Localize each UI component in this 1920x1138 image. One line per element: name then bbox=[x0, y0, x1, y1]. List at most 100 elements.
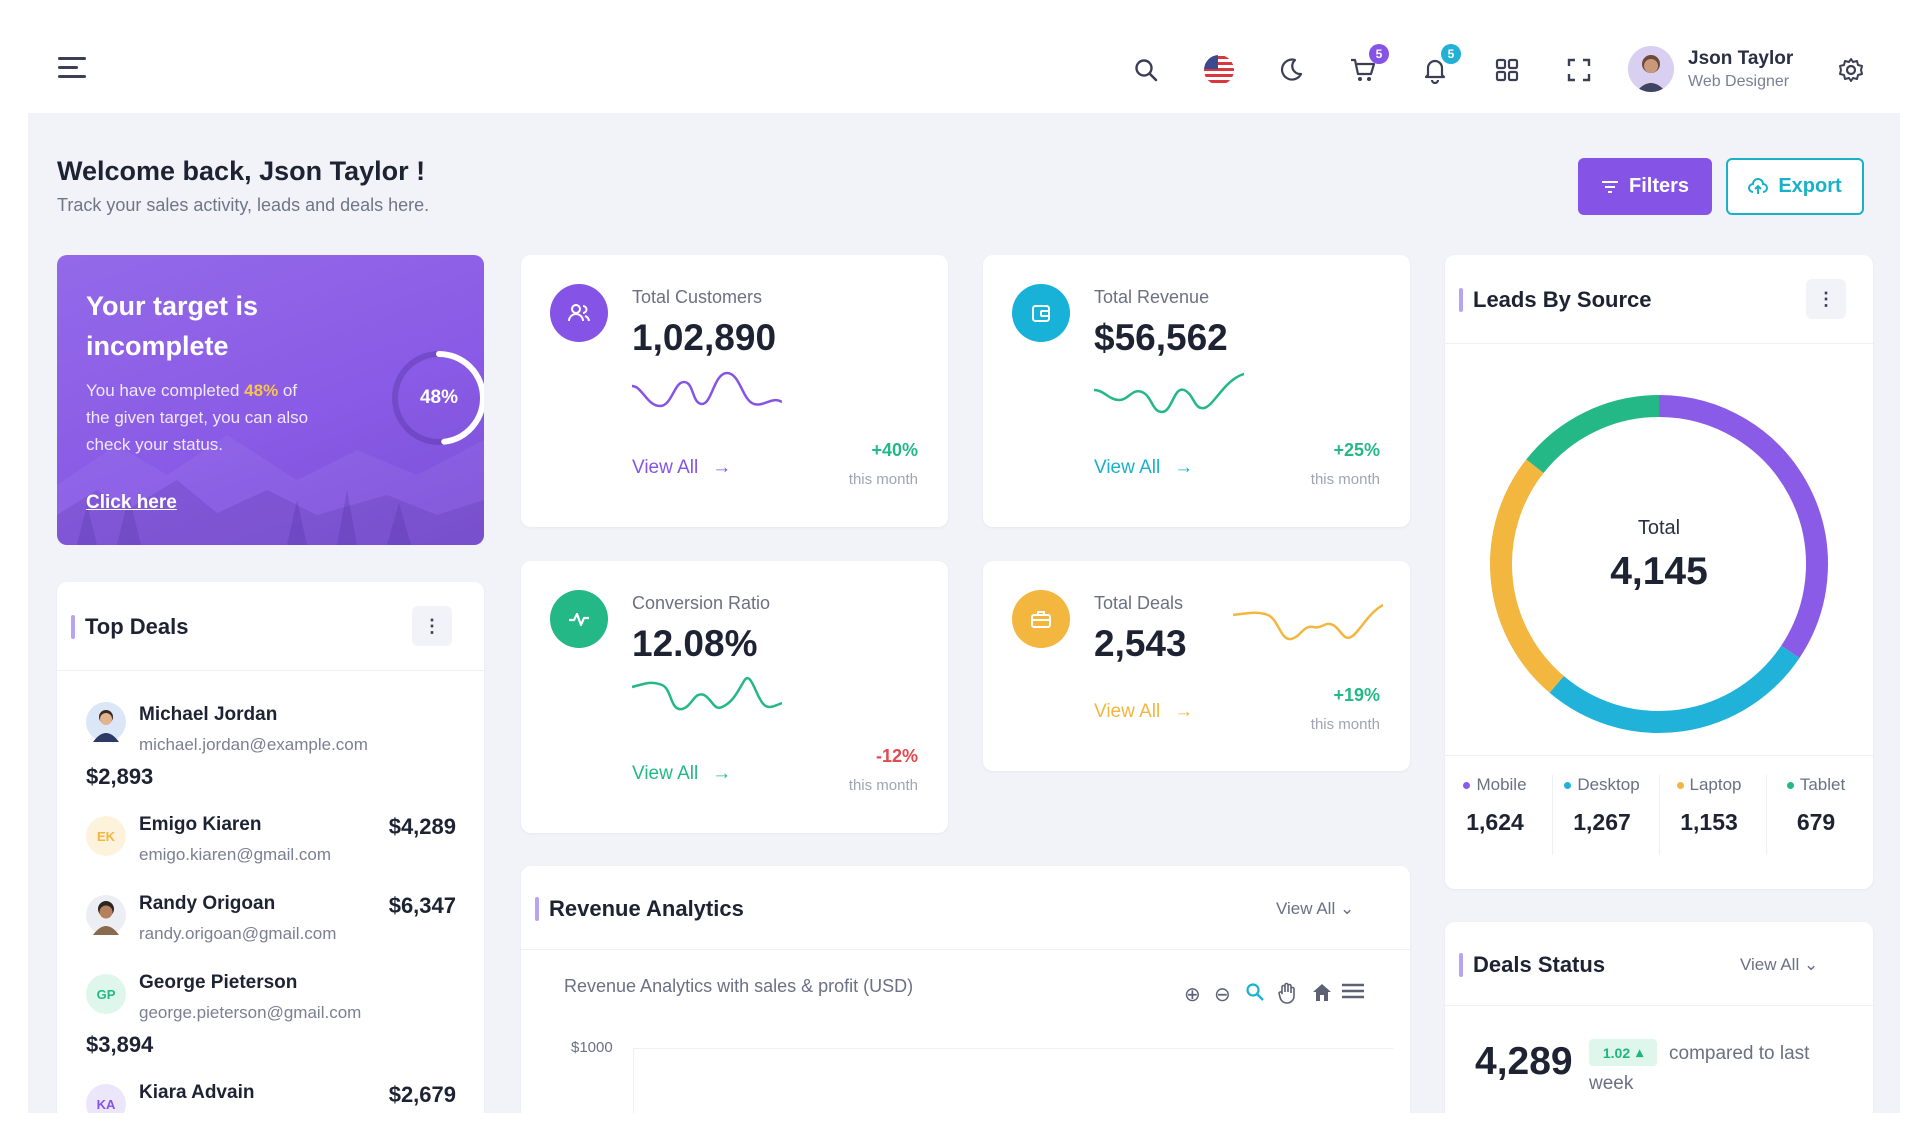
arrow-right-icon: → bbox=[712, 457, 732, 478]
legend-name: Tablet bbox=[1799, 775, 1846, 794]
top-deals-divider bbox=[57, 670, 484, 671]
revenue-period: this month bbox=[1310, 471, 1380, 488]
donut-segment-mobile[interactable] bbox=[1658, 395, 1828, 658]
leads-by-source-card: Leads By Source ⋮ Total 4,145 Mobile 1,62… bbox=[1445, 255, 1873, 889]
revenue-change: +25% bbox=[1333, 440, 1380, 460]
conversion-ratio-label: Conversion Ratio bbox=[632, 593, 771, 613]
total-customers-card: Total Customers 1,02,890 View All → +40% … bbox=[521, 255, 948, 527]
menu-lines-icon[interactable] bbox=[1341, 982, 1365, 1006]
donut-segment-tablet[interactable] bbox=[1526, 395, 1660, 474]
page-title: Welcome back, Json Taylor ! bbox=[57, 156, 426, 186]
legend-label: Laptop bbox=[1659, 775, 1759, 795]
conversion-period: this month bbox=[848, 777, 918, 794]
total-deals-card: Total Deals 2,543 View All → +19% this mo… bbox=[983, 561, 1410, 771]
deals-status-card: Deals Status View All ⌄ 4,289 compared t… bbox=[1445, 922, 1873, 1122]
deal-name: George Pieterson bbox=[139, 972, 298, 993]
legend-label: Tablet bbox=[1766, 775, 1866, 795]
magnifier-icon[interactable] bbox=[1245, 982, 1265, 1008]
y-axis-line bbox=[633, 1048, 634, 1126]
pan-hand-icon[interactable] bbox=[1277, 982, 1297, 1010]
deals-view-all-label: View All bbox=[1094, 701, 1161, 722]
legend-separator bbox=[1766, 775, 1767, 855]
legend-name: Mobile bbox=[1476, 775, 1527, 794]
total-customers-label: Total Customers bbox=[632, 287, 763, 307]
click-here-link[interactable]: Click here bbox=[86, 492, 177, 513]
y-axis-tick-top: $1000 bbox=[571, 1039, 613, 1056]
deal-email: george.pieterson@gmail.com bbox=[139, 1003, 362, 1022]
target-progress-label: 48% bbox=[419, 387, 459, 408]
conversion-sparkline bbox=[632, 676, 782, 711]
customers-view-all-link[interactable]: View All → bbox=[632, 457, 731, 479]
revenue-sparkline bbox=[1094, 372, 1244, 414]
leads-title: Leads By Source bbox=[1459, 287, 1652, 313]
legend-dot bbox=[1564, 781, 1572, 789]
top-deals-title: Top Deals bbox=[71, 614, 189, 640]
chevron-down-icon: ⌄ bbox=[1803, 955, 1819, 974]
deal-name: Michael Jordan bbox=[139, 704, 278, 725]
bottom-edge bbox=[0, 1113, 1920, 1138]
home-icon[interactable] bbox=[1311, 982, 1333, 1008]
conversion-view-all-link[interactable]: View All → bbox=[632, 763, 731, 785]
us-flag-icon[interactable] bbox=[1203, 54, 1235, 86]
zoom-out-icon[interactable]: ⊖ bbox=[1214, 984, 1231, 1006]
avatar: EK bbox=[86, 816, 126, 856]
cloud-upload-icon bbox=[1748, 177, 1769, 194]
search-icon[interactable] bbox=[1130, 54, 1162, 86]
avatar: GP bbox=[86, 974, 126, 1014]
deal-name: Randy Origoan bbox=[139, 893, 276, 914]
deal-amount: $6,347 bbox=[388, 893, 456, 918]
revenue-view-all-dropdown[interactable]: View All ⌄ bbox=[1276, 899, 1354, 919]
more-vertical-icon[interactable]: ⋮ bbox=[412, 606, 452, 646]
users-icon bbox=[550, 284, 608, 342]
moon-icon[interactable] bbox=[1275, 54, 1307, 86]
donut-segment-desktop[interactable] bbox=[1549, 645, 1800, 733]
fullscreen-icon[interactable] bbox=[1563, 54, 1595, 86]
deal-email: emigo.kiaren@gmail.com bbox=[139, 845, 332, 864]
filters-button[interactable]: Filters bbox=[1578, 158, 1712, 215]
top-header: 5 5 Json Taylor Web Designer bbox=[0, 0, 1920, 113]
export-button[interactable]: Export bbox=[1726, 158, 1864, 215]
deal-name: Emigo Kiaren bbox=[139, 814, 262, 835]
leads-legend-divider bbox=[1445, 755, 1873, 756]
avatar bbox=[1628, 46, 1674, 92]
arrow-right-icon: → bbox=[1174, 457, 1194, 478]
donut-segment-laptop[interactable] bbox=[1490, 459, 1564, 693]
gear-icon[interactable] bbox=[1835, 54, 1867, 86]
deals-status-view-all-dropdown[interactable]: View All ⌄ bbox=[1740, 955, 1818, 975]
zoom-in-icon[interactable]: ⊕ bbox=[1184, 984, 1201, 1006]
legend-item-tablet: Tablet 679 bbox=[1766, 775, 1866, 836]
target-description: You have completed 48% of the given targ… bbox=[86, 377, 316, 458]
bell-icon[interactable]: 5 bbox=[1419, 44, 1461, 86]
target-text-before: You have completed bbox=[86, 381, 245, 400]
deal-amount: $4,289 bbox=[388, 814, 456, 839]
deal-amount: $2,679 bbox=[388, 1082, 456, 1107]
caret-up-icon: ▴ bbox=[1636, 1044, 1644, 1060]
user-profile[interactable]: Json Taylor Web Designer bbox=[1628, 46, 1793, 92]
chevron-down-icon: ⌄ bbox=[1339, 899, 1355, 918]
deal-email: randy.origoan@gmail.com bbox=[139, 924, 337, 943]
deals-status-title: Deals Status bbox=[1459, 952, 1605, 978]
revenue-divider bbox=[521, 949, 1410, 950]
deal-amount: $3,894 bbox=[86, 1032, 154, 1057]
avatar bbox=[86, 702, 126, 742]
total-revenue-label: Total Revenue bbox=[1094, 287, 1210, 307]
menu-icon[interactable] bbox=[58, 57, 86, 79]
cart-count-badge: 5 bbox=[1369, 44, 1389, 64]
customers-view-all-label: View All bbox=[632, 457, 699, 478]
notification-count-badge: 5 bbox=[1441, 44, 1461, 64]
total-deals-label: Total Deals bbox=[1094, 593, 1184, 613]
apps-icon[interactable] bbox=[1491, 54, 1523, 86]
legend-label: Mobile bbox=[1445, 775, 1545, 795]
deals-view-all-link[interactable]: View All → bbox=[1094, 701, 1193, 723]
more-vertical-icon[interactable]: ⋮ bbox=[1806, 279, 1846, 319]
conversion-change: -12% bbox=[875, 746, 918, 766]
legend-item-laptop: Laptop 1,153 bbox=[1659, 775, 1759, 836]
leads-total-value: 4,145 bbox=[1610, 550, 1708, 593]
deals-status-value: 4,289 bbox=[1475, 1040, 1573, 1083]
legend-label: Desktop bbox=[1552, 775, 1652, 795]
revenue-view-all-link[interactable]: View All → bbox=[1094, 457, 1193, 479]
cart-icon[interactable]: 5 bbox=[1347, 44, 1389, 86]
gridline bbox=[633, 1048, 1393, 1049]
deals-status-badge: 1.02 ▴ bbox=[1589, 1039, 1657, 1066]
legend-name: Desktop bbox=[1577, 775, 1640, 794]
